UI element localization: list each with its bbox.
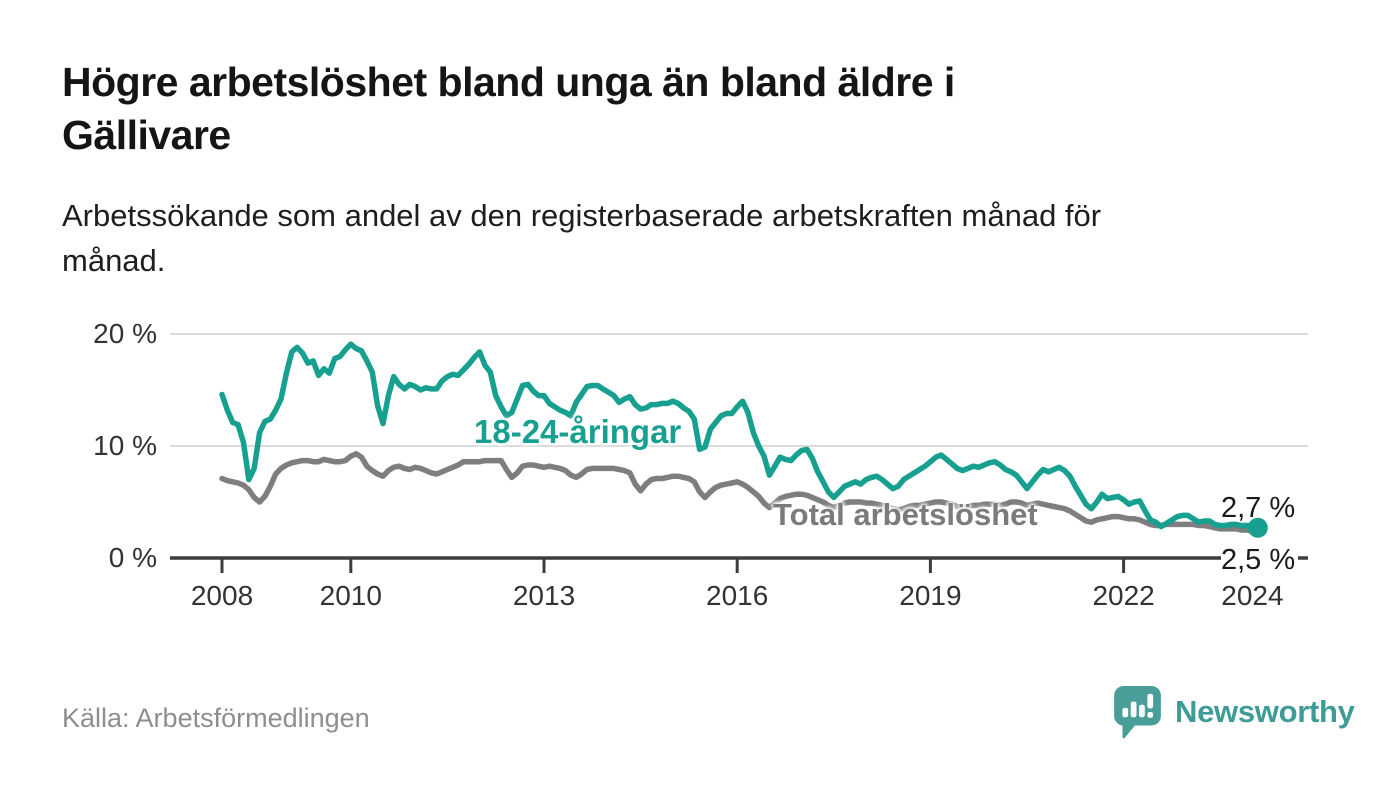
exclamation-glyph bbox=[1147, 693, 1154, 718]
x-axis-label-2010: 2010 bbox=[319, 580, 382, 611]
x-axis-label-2008: 2008 bbox=[190, 580, 254, 611]
y-axis-label-20: 20 % bbox=[93, 318, 157, 349]
x-axis-label-2013: 2013 bbox=[512, 580, 576, 611]
newsworthy-logo: Newsworthy bbox=[1112, 685, 1355, 739]
source-note: Källa: Arbetsförmedlingen bbox=[62, 703, 370, 733]
x-axis-label-2024: 2024 bbox=[1221, 580, 1284, 611]
x-axis-label-2019: 2019 bbox=[899, 580, 962, 611]
chart-subtitle: Arbetssökande som andel av den registerb… bbox=[62, 198, 1102, 278]
series-label-total: Total arbetslöshet bbox=[773, 497, 1038, 532]
y-axis-label-0: 0 % bbox=[108, 542, 157, 573]
chart-title: Högre arbetslöshet bland unga än bland ä… bbox=[62, 59, 955, 159]
series-end-dot-18-24-åringar bbox=[1247, 517, 1268, 538]
series-label-young: 18-24-åringar bbox=[474, 413, 682, 450]
x-axis-label-2016: 2016 bbox=[706, 580, 769, 611]
end-value-label-total: 2,5 % bbox=[1221, 544, 1299, 577]
series-line-18-24-åringar bbox=[219, 341, 1261, 531]
newsworthy-wordmark: Newsworthy bbox=[1175, 694, 1355, 729]
series-line-Total arbetslöshet bbox=[219, 451, 1261, 534]
newsworthy-logo-icon bbox=[1114, 686, 1161, 739]
speech-bubble-shape bbox=[1114, 686, 1161, 739]
bar-chart-glyph bbox=[1122, 701, 1145, 718]
x-axis-label-2022: 2022 bbox=[1092, 580, 1155, 611]
y-axis-label-10: 10 % bbox=[93, 430, 157, 461]
end-value-label-young: 2,7 % bbox=[1221, 492, 1296, 524]
